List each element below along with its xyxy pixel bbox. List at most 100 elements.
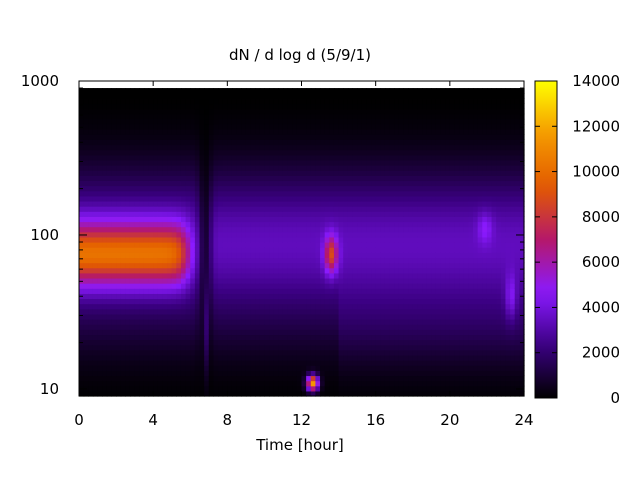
heatmap-cell xyxy=(143,190,150,197)
heatmap-cell xyxy=(357,144,363,151)
heatmap-cell xyxy=(338,385,344,392)
heatmap-cell xyxy=(440,175,446,182)
heatmap-cell xyxy=(324,93,330,99)
heatmap-cell xyxy=(88,334,94,341)
heatmap-cell xyxy=(208,375,215,382)
heatmap-cell xyxy=(176,185,182,192)
heatmap-cell xyxy=(301,277,307,284)
heatmap-cell xyxy=(241,308,247,315)
heatmap-cell xyxy=(116,390,122,397)
heatmap-cell xyxy=(120,175,126,182)
heatmap-cell xyxy=(111,185,117,192)
heatmap-cell xyxy=(269,339,275,346)
heatmap-cell xyxy=(454,226,460,233)
heatmap-cell xyxy=(157,298,164,305)
heatmap-cell xyxy=(227,154,233,161)
heatmap-cell xyxy=(153,231,159,238)
heatmap-cell xyxy=(273,298,279,305)
heatmap-cell xyxy=(282,113,289,120)
heatmap-cell xyxy=(375,88,381,94)
heatmap-cell xyxy=(422,385,428,392)
heatmap-cell xyxy=(185,360,191,366)
heatmap-cell xyxy=(83,252,89,259)
heatmap-cell xyxy=(264,231,270,238)
heatmap-cell xyxy=(380,262,386,269)
heatmap-cell xyxy=(440,360,446,366)
heatmap-cell xyxy=(227,231,233,238)
heatmap-cell xyxy=(255,123,261,130)
heatmap-cell xyxy=(269,324,275,330)
heatmap-cell xyxy=(282,216,289,223)
heatmap-cell xyxy=(292,108,298,115)
heatmap-cell xyxy=(398,93,405,99)
heatmap-cell xyxy=(333,319,340,325)
heatmap-cell xyxy=(343,390,349,397)
heatmap-cell xyxy=(357,308,363,315)
heatmap-cell xyxy=(106,134,113,140)
heatmap-cell xyxy=(255,375,261,382)
heatmap-cell xyxy=(431,329,437,336)
heatmap-cell xyxy=(333,303,340,310)
heatmap-cell xyxy=(167,129,173,135)
heatmap-cell xyxy=(106,370,113,377)
heatmap-cell xyxy=(134,129,140,135)
heatmap-cell xyxy=(222,288,228,294)
heatmap-cell xyxy=(106,324,113,330)
heatmap-cell xyxy=(116,329,122,336)
heatmap-cell xyxy=(278,211,284,217)
heatmap-cell xyxy=(88,180,94,187)
heatmap-cell xyxy=(116,303,122,310)
heatmap-cell xyxy=(361,165,367,171)
heatmap-cell xyxy=(338,267,344,274)
heatmap-cell xyxy=(329,303,335,310)
heatmap-cell xyxy=(445,293,451,300)
heatmap-cell xyxy=(389,226,395,233)
heatmap-cell xyxy=(167,149,173,156)
heatmap-cell xyxy=(176,349,182,356)
heatmap-cell xyxy=(227,329,233,336)
heatmap-cell xyxy=(426,149,432,156)
heatmap-cell xyxy=(269,303,275,310)
heatmap-cell xyxy=(343,380,349,387)
heatmap-cell xyxy=(171,293,177,300)
heatmap-cell xyxy=(185,144,191,151)
heatmap-cell xyxy=(129,354,136,361)
heatmap-cell xyxy=(162,221,168,228)
heatmap-cell xyxy=(92,108,99,115)
heatmap-cell xyxy=(435,308,442,315)
heatmap-cell xyxy=(250,236,256,243)
heatmap-cell xyxy=(320,185,326,192)
heatmap-cell xyxy=(371,277,377,284)
heatmap-cell xyxy=(213,129,219,135)
heatmap-cell xyxy=(264,134,270,140)
heatmap-cell xyxy=(245,365,252,371)
heatmap-cell xyxy=(264,118,270,125)
heatmap-cell xyxy=(120,170,126,176)
heatmap-cell xyxy=(412,180,418,187)
heatmap-cell xyxy=(153,129,159,135)
heatmap-cell xyxy=(449,113,456,120)
heatmap-cell xyxy=(157,339,164,346)
heatmap-cell xyxy=(463,354,469,361)
heatmap-cell xyxy=(259,236,266,243)
heatmap-cell xyxy=(422,354,428,361)
heatmap-cell xyxy=(366,242,372,248)
heatmap-cell xyxy=(347,354,354,361)
heatmap-cell xyxy=(320,98,326,105)
heatmap-cell xyxy=(431,144,437,151)
heatmap-cell xyxy=(301,349,307,356)
heatmap-cell xyxy=(343,344,349,351)
heatmap-cell xyxy=(269,170,275,176)
heatmap-cell xyxy=(422,185,428,192)
heatmap-cell xyxy=(157,118,164,125)
heatmap-cell xyxy=(157,324,164,330)
heatmap-cell xyxy=(459,324,465,330)
heatmap-cell xyxy=(111,329,117,336)
heatmap-cell xyxy=(185,277,191,284)
heatmap-cell xyxy=(310,154,317,161)
heatmap-cell xyxy=(129,129,136,135)
heatmap-cell xyxy=(422,211,428,217)
heatmap-cell xyxy=(106,390,113,397)
heatmap-cell xyxy=(398,200,405,207)
heatmap-cell xyxy=(301,88,307,94)
